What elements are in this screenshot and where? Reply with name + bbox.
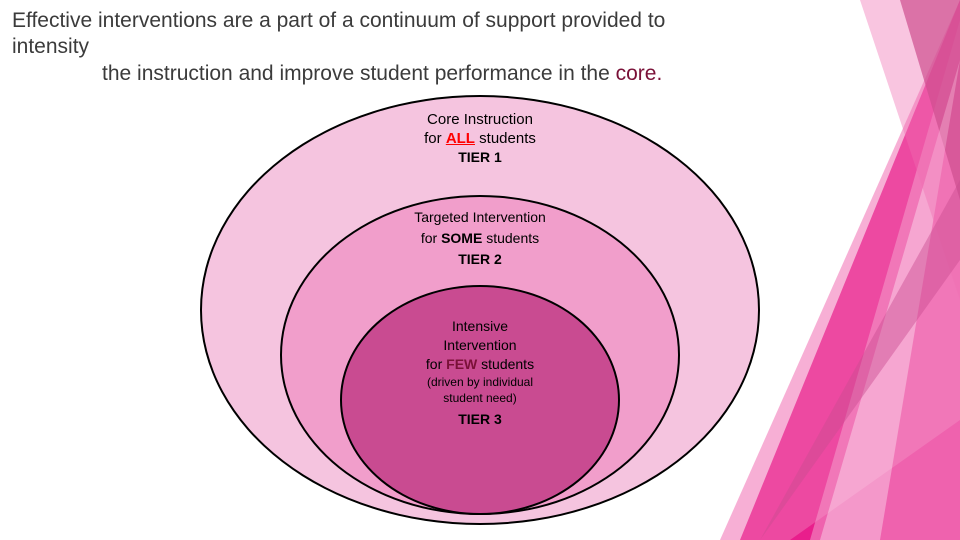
tier2-label: Targeted Intervention for SOME students …: [282, 207, 678, 270]
tier1-emphasis: ALL: [446, 130, 475, 147]
tier-diagram: Core Instruction for ALL students TIER 1…: [200, 95, 760, 535]
slide: Effective interventions are a part of a …: [0, 0, 960, 540]
tier3-circle: Intensive Intervention for FEW students …: [340, 285, 620, 515]
title-line-1: Effective interventions are a part of a …: [12, 8, 740, 61]
tier3-label: Intensive Intervention for FEW students …: [342, 317, 618, 429]
slide-title: Effective interventions are a part of a …: [12, 8, 740, 87]
tier2-emphasis: SOME: [441, 230, 482, 246]
tier3-emphasis: FEW: [446, 356, 477, 372]
title-line-2: the instruction and improve student perf…: [12, 61, 740, 87]
title-core-word: core.: [616, 62, 663, 85]
tier1-label: Core Instruction for ALL students TIER 1: [202, 111, 758, 166]
